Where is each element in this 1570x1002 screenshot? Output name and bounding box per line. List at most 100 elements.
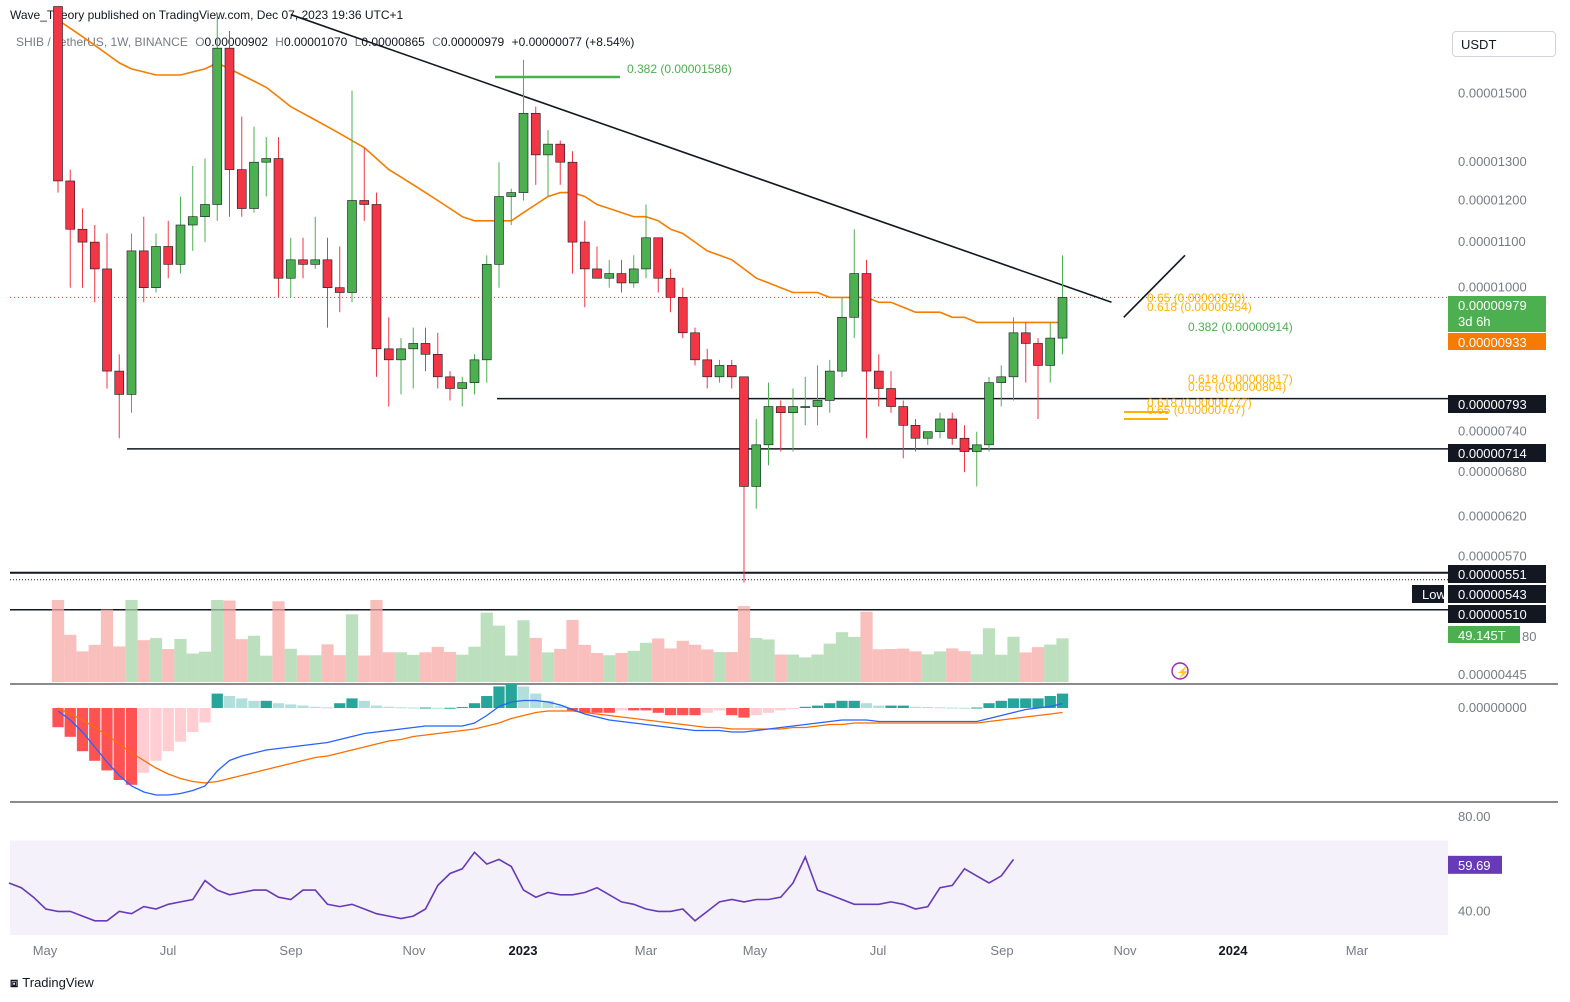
- volume-bar: [505, 655, 518, 682]
- low-label: L: [354, 35, 362, 49]
- level-551: 0.00000551: [1458, 567, 1527, 582]
- macd-histogram-bar: [615, 708, 628, 711]
- candle-body: [677, 297, 688, 334]
- level-551-bg: [1448, 565, 1546, 583]
- volume-bar: [627, 650, 640, 682]
- volume-bar: [713, 652, 726, 682]
- volume-bar: [688, 644, 702, 682]
- macd-histogram-bar: [971, 707, 983, 709]
- candle-body: [175, 224, 186, 265]
- candle-body: [567, 161, 578, 243]
- candle-body: [310, 259, 321, 265]
- price-tick-label: 0.00001500: [1458, 86, 1527, 101]
- rsi-line: [8, 851, 1015, 922]
- rsi-tick: 40.00: [1458, 903, 1491, 918]
- candle-body: [837, 316, 847, 372]
- candle-body: [947, 418, 958, 439]
- time-tick-label: Nov: [402, 943, 426, 958]
- volume-bar: [762, 639, 775, 682]
- candle-body: [396, 348, 406, 361]
- price-axis-labels: 0.00001500 0.00001300 0.00001200 0.00001100…: [1458, 86, 1527, 682]
- low-label-bg: [1412, 585, 1444, 603]
- volume-bar: [247, 635, 261, 682]
- volume-bar: [443, 651, 457, 682]
- macd-histogram-bar: [444, 707, 456, 709]
- currency-selector[interactable]: USDT: [1452, 31, 1556, 57]
- volume-value: 49.145T: [1458, 628, 1506, 643]
- volume-bar: [823, 643, 836, 682]
- macd-histogram-bar: [738, 708, 750, 718]
- candle-body: [628, 268, 639, 284]
- macd-histogram-bar: [383, 706, 395, 708]
- candle-body: [690, 332, 700, 361]
- volume-bar: [88, 644, 101, 682]
- volume-area: [51, 600, 1069, 682]
- candle-body: [347, 200, 357, 293]
- macd-histogram-bar: [1056, 693, 1069, 708]
- price-tick-label: 0.00001300: [1458, 154, 1527, 169]
- volume-bar: [456, 654, 469, 682]
- level-793: 0.00000793: [1458, 397, 1527, 412]
- candle-body: [249, 161, 259, 209]
- logo-text: TradingView: [22, 975, 94, 990]
- volume-bar: [750, 637, 763, 682]
- volume-bar: [223, 600, 236, 682]
- candle-body: [702, 359, 713, 378]
- volume-bar: [860, 611, 873, 682]
- candle-body: [824, 370, 835, 401]
- volume-bar: [517, 620, 530, 682]
- candle-body: [151, 246, 161, 288]
- tradingview-logo[interactable]: ⧈ TradingView: [10, 975, 94, 991]
- candle-body: [163, 246, 174, 265]
- candle-body: [224, 47, 235, 170]
- macd-histogram-bar: [983, 703, 995, 708]
- volume-bar: [100, 609, 114, 682]
- time-axis: May Jul Sep Nov 2023 Mar May Jul Sep Nov 2024 Mar: [33, 943, 1369, 958]
- macd-histogram-bar: [554, 705, 566, 708]
- candle-body: [800, 406, 811, 408]
- macd-histogram-bar: [922, 707, 934, 709]
- volume-bar: [958, 651, 971, 682]
- volume-bar: [333, 655, 346, 682]
- macd-histogram-bar: [52, 708, 64, 728]
- macd-histogram-bar: [260, 700, 272, 708]
- macd-histogram-bar: [579, 708, 591, 713]
- time-tick-label: 2023: [509, 943, 538, 958]
- volume-bar: [774, 654, 787, 682]
- candle-body: [494, 196, 504, 265]
- volume-bar: [970, 654, 983, 682]
- volume-bar: [615, 653, 628, 682]
- candle-body: [89, 241, 100, 270]
- volume-bar: [211, 600, 224, 682]
- volume-bar: [309, 655, 322, 682]
- volume-bar: [284, 648, 297, 682]
- macd-histogram-bar: [493, 686, 505, 708]
- macd-histogram-bar: [885, 705, 897, 708]
- macd-histogram-bar: [89, 708, 101, 761]
- level-510: 0.00000510: [1458, 607, 1527, 622]
- volume-bar: [566, 619, 579, 682]
- volume-bar: [1044, 644, 1057, 682]
- candle-body: [555, 143, 566, 163]
- macd-histogram-bar: [848, 700, 860, 708]
- candle-body: [886, 388, 896, 407]
- macd-histogram-bar: [640, 708, 652, 711]
- volume-bar: [296, 655, 310, 682]
- volume-bar: [639, 642, 653, 682]
- last-price-badge-bg: [1448, 296, 1546, 332]
- volume-bar: [382, 652, 395, 682]
- macd-tick: 0.00000000: [1458, 700, 1527, 715]
- macd-histogram-bar: [407, 707, 419, 709]
- candle-body: [77, 228, 88, 243]
- candle-body: [53, 6, 63, 182]
- volume-bar: [149, 638, 163, 682]
- candle-body: [114, 370, 125, 395]
- macd-histogram-bar: [652, 708, 664, 713]
- volume-bar: [419, 652, 432, 682]
- candle-body: [371, 204, 382, 350]
- macd-histogram-bar: [591, 708, 603, 713]
- time-tick-label: May: [743, 943, 768, 958]
- candle-body: [1020, 332, 1031, 344]
- candle-body: [236, 169, 247, 209]
